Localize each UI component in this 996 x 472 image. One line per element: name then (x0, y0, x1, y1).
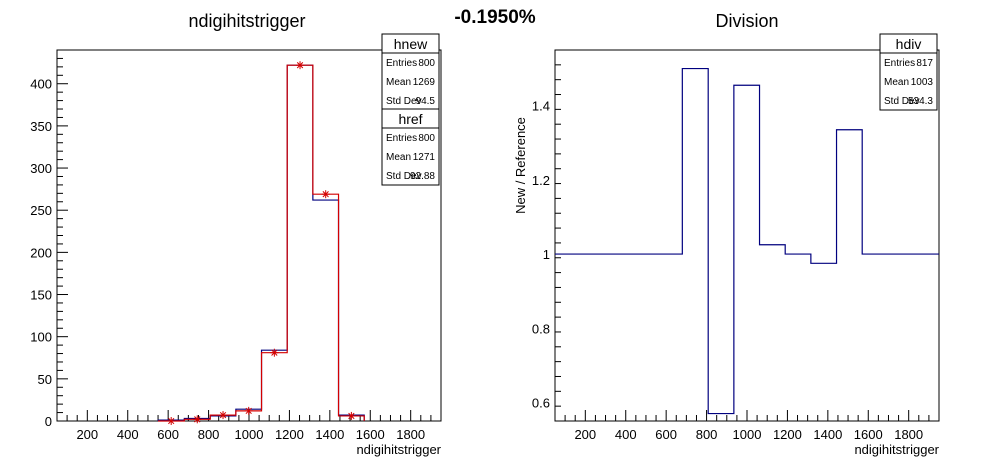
y-axis-label: New / Reference (513, 117, 528, 214)
stats-box-title: hdiv (896, 36, 922, 52)
stats-row-value: 800 (418, 58, 435, 69)
chart-title: Division (715, 11, 778, 31)
series-href-line (158, 64, 365, 422)
stats-box-frame (381, 33, 440, 111)
y-tick-label: 400 (30, 77, 52, 92)
stats-row-label: Entries (884, 58, 915, 69)
stats-row-label: Entries (386, 133, 417, 144)
y-tick-label: 150 (30, 288, 52, 303)
marker-stroke (219, 411, 227, 419)
series-href-marker (219, 411, 228, 420)
x-tick-label: 800 (198, 427, 220, 442)
y-tick-label: 0.8 (532, 321, 550, 336)
marker-stroke (194, 416, 201, 423)
x-tick-label: 400 (117, 427, 139, 442)
x-tick-label: 800 (696, 427, 718, 442)
y-tick-label: 300 (30, 161, 52, 176)
stats-row-value: 1271 (413, 152, 436, 163)
series-href-marker (296, 61, 305, 70)
x-axis-label: ndigihitstrigger (854, 442, 939, 457)
panel-right-division: Division 200 400 600 800 1000 1200 1400 1600 1800… (513, 11, 940, 457)
y-tick-label: 200 (30, 245, 52, 260)
stats-box-title: hnew (394, 36, 428, 52)
x-tick-label: 1400 (813, 427, 842, 442)
stats-row-value: 534.3 (908, 96, 933, 107)
stats-row-label: Std Dev (386, 171, 422, 182)
stats-row-value: 800 (418, 133, 435, 144)
series-href-marker (193, 415, 202, 424)
x-tick-label: 1600 (854, 427, 883, 442)
stats-row-label: Mean (884, 77, 909, 88)
y-tick-label: 50 (38, 372, 52, 387)
stats-row-value: 92.88 (410, 171, 435, 182)
stats-row-value: 817 (916, 58, 933, 69)
stats-row-label: Mean (386, 152, 411, 163)
series-href-marker (270, 348, 279, 357)
y-tick-label: 1.2 (532, 173, 550, 188)
marker-stroke (271, 349, 278, 356)
series-href-marker (321, 190, 330, 199)
x-tick-label: 1800 (894, 427, 923, 442)
stats-row-label: Entries (386, 58, 417, 69)
stats-box-frame (879, 33, 938, 111)
x-tick-label: 1200 (275, 427, 304, 442)
x-tick-label: 1400 (315, 427, 344, 442)
x-tick-label: 200 (76, 427, 98, 442)
difference-label: -0.1950% (454, 7, 535, 28)
y-tick-label: 1 (543, 247, 550, 262)
x-tick-label: 1000 (733, 427, 762, 442)
stats-row-label: Std Dev (884, 96, 920, 107)
x-tick-label: 1800 (396, 427, 425, 442)
stats-row-value: 1003 (911, 77, 934, 88)
y-tick-label: 100 (30, 330, 52, 345)
marker-stroke (168, 417, 175, 425)
x-tick-label: 600 (157, 427, 179, 442)
marker-stroke (245, 407, 252, 415)
chart-title: ndigihitstrigger (188, 11, 305, 31)
x-tick-label: 1000 (235, 427, 264, 442)
marker-stroke (296, 62, 304, 69)
stats-row-label: Mean (386, 77, 411, 88)
series-href-marker (347, 411, 356, 420)
series-hdiv-line (555, 67, 939, 415)
series-href-marker (244, 406, 253, 415)
stats-row-value: 1269 (413, 77, 436, 88)
marker-stroke (348, 412, 355, 420)
stats-row-label: Std Dev (386, 96, 422, 107)
x-tick-label: 600 (655, 427, 677, 442)
y-tick-label: 250 (30, 203, 52, 218)
x-tick-label: 1600 (356, 427, 385, 442)
y-tick-label: 1.4 (532, 99, 550, 114)
marker-stroke (322, 191, 329, 198)
x-tick-label: 1200 (773, 427, 802, 442)
y-tick-label: 350 (30, 119, 52, 134)
x-tick-label: 400 (615, 427, 637, 442)
stats-box-frame (381, 108, 440, 186)
stats-box-title: href (398, 111, 422, 127)
series-href-marker (167, 417, 176, 425)
y-tick-label: 0 (45, 414, 52, 429)
stats-row-value: 94.5 (416, 96, 436, 107)
x-axis-label: ndigihitstrigger (356, 442, 441, 457)
y-tick-label: 0.6 (532, 395, 550, 410)
x-tick-label: 200 (574, 427, 596, 442)
